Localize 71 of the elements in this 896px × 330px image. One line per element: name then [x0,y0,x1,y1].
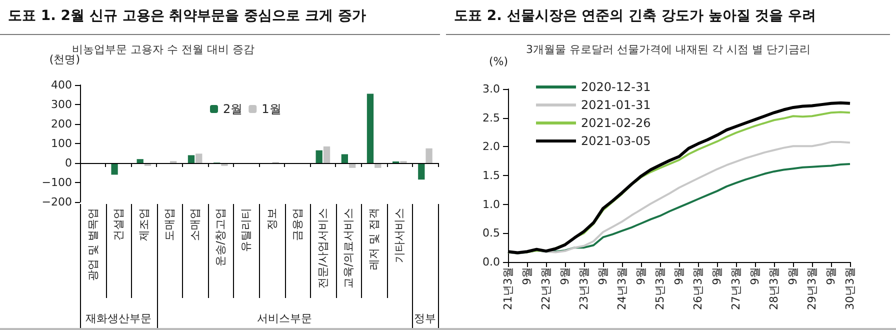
x-tick-label: 운송/창고업 [214,208,228,267]
x-tick-label: 29년3월 [806,267,819,310]
text: 정부 [414,312,436,325]
x-tick-label: 22년3월 [539,267,552,310]
y-axis-title: (천명) [49,53,80,66]
y-tick-label: 0.0 [482,256,500,268]
x-tick-label: 23년3월 [577,267,590,310]
y-tick-label: 100 [51,137,72,150]
x-tick-label: 광업 및 벌목업 [86,208,100,281]
x-tick-label: 9월 [596,267,610,285]
legend-label: 1월 [262,102,282,116]
bar [136,159,144,163]
y-tick-label: 300 [51,98,72,111]
y-tick-label: −100 [42,176,72,189]
chart-subtitle: 비농업부문 고용자 수 전월 대비 증감 [72,43,254,56]
x-tick-label: 도매업 [163,208,176,241]
x-tick-label: 9월 [634,267,648,285]
x-tick-label: 9월 [520,267,534,285]
y-tick-label: 1.5 [482,169,500,182]
x-tick-label: 9월 [786,267,800,285]
text: 서비스부문 [257,312,312,325]
bar [196,154,202,163]
x-tick-label: 유틸리티 [240,208,253,252]
legend-label: 2021-01-31 [581,98,651,112]
x-tick-label: 전문/사업서비스 [316,208,330,289]
x-tick-label: 27년3월 [729,267,742,310]
y-tick-label: 1.0 [482,198,500,211]
x-tick-label: 9월 [710,267,724,285]
x-tick-label: 건설업 [112,208,125,241]
legend-label: 2020-12-31 [581,80,651,94]
bar [366,94,374,163]
y-tick-label: 400 [51,78,72,92]
x-tick-label: 28년3월 [768,267,781,310]
x-tick-label: 제조업 [137,208,150,241]
x-tick-label: 금융업 [290,208,304,241]
y-tick-label: 0.5 [482,226,500,240]
x-tick-label: 24년3월 [616,267,629,310]
bar [426,148,432,163]
bar [341,154,348,163]
y-axis-title: (%) [488,55,508,68]
y-tick-label: 3.0 [482,82,500,96]
x-tick-label: 9월 [824,267,838,285]
bar [418,163,425,180]
y-tick-label: 200 [51,118,72,130]
y-tick-label: 0 [65,156,72,170]
y-tick-label: 2.5 [482,111,500,124]
x-tick-label: 26년3월 [691,267,704,310]
x-tick-label: 소매업 [188,208,202,241]
x-tick-label: 9월 [558,267,572,285]
chart-title: 도표 2. 선물시장은 연준의 긴축 강도가 높아질 것을 우려 [454,7,816,25]
x-tick-label: 기타서비스 [393,208,406,263]
legend-label: 2월 [223,102,243,116]
x-tick-label: 30년3월 [844,267,856,310]
x-tick-label: 25년3월 [654,267,667,310]
x-tick-label: 정보 [265,208,278,230]
bar [323,146,330,163]
bar [316,150,322,163]
legend-label: 2021-03-05 [581,134,651,148]
y-tick-label: 2.0 [482,140,500,154]
chart-subtitle: 3개월물 유로달러 선물가격에 내재된 각 시점 별 단기금리 [526,43,810,56]
y-tick-label: −200 [42,196,72,208]
bar [111,163,118,175]
x-tick-label: 교육/의료서비스 [342,208,355,289]
legend-label: 2021-02-26 [581,116,651,130]
bar [188,155,195,163]
text: 재화생산부문 [85,312,152,325]
x-tick-label: 레저 및 접객 [368,208,381,270]
x-tick-label: 9월 [672,267,686,285]
x-tick-label: 21년3월 [502,267,514,310]
x-tick-label: 9월 [748,267,762,285]
chart-title: 도표 1. 2월 신규 고용은 취약부문을 중심으로 크게 증가 [8,7,366,25]
